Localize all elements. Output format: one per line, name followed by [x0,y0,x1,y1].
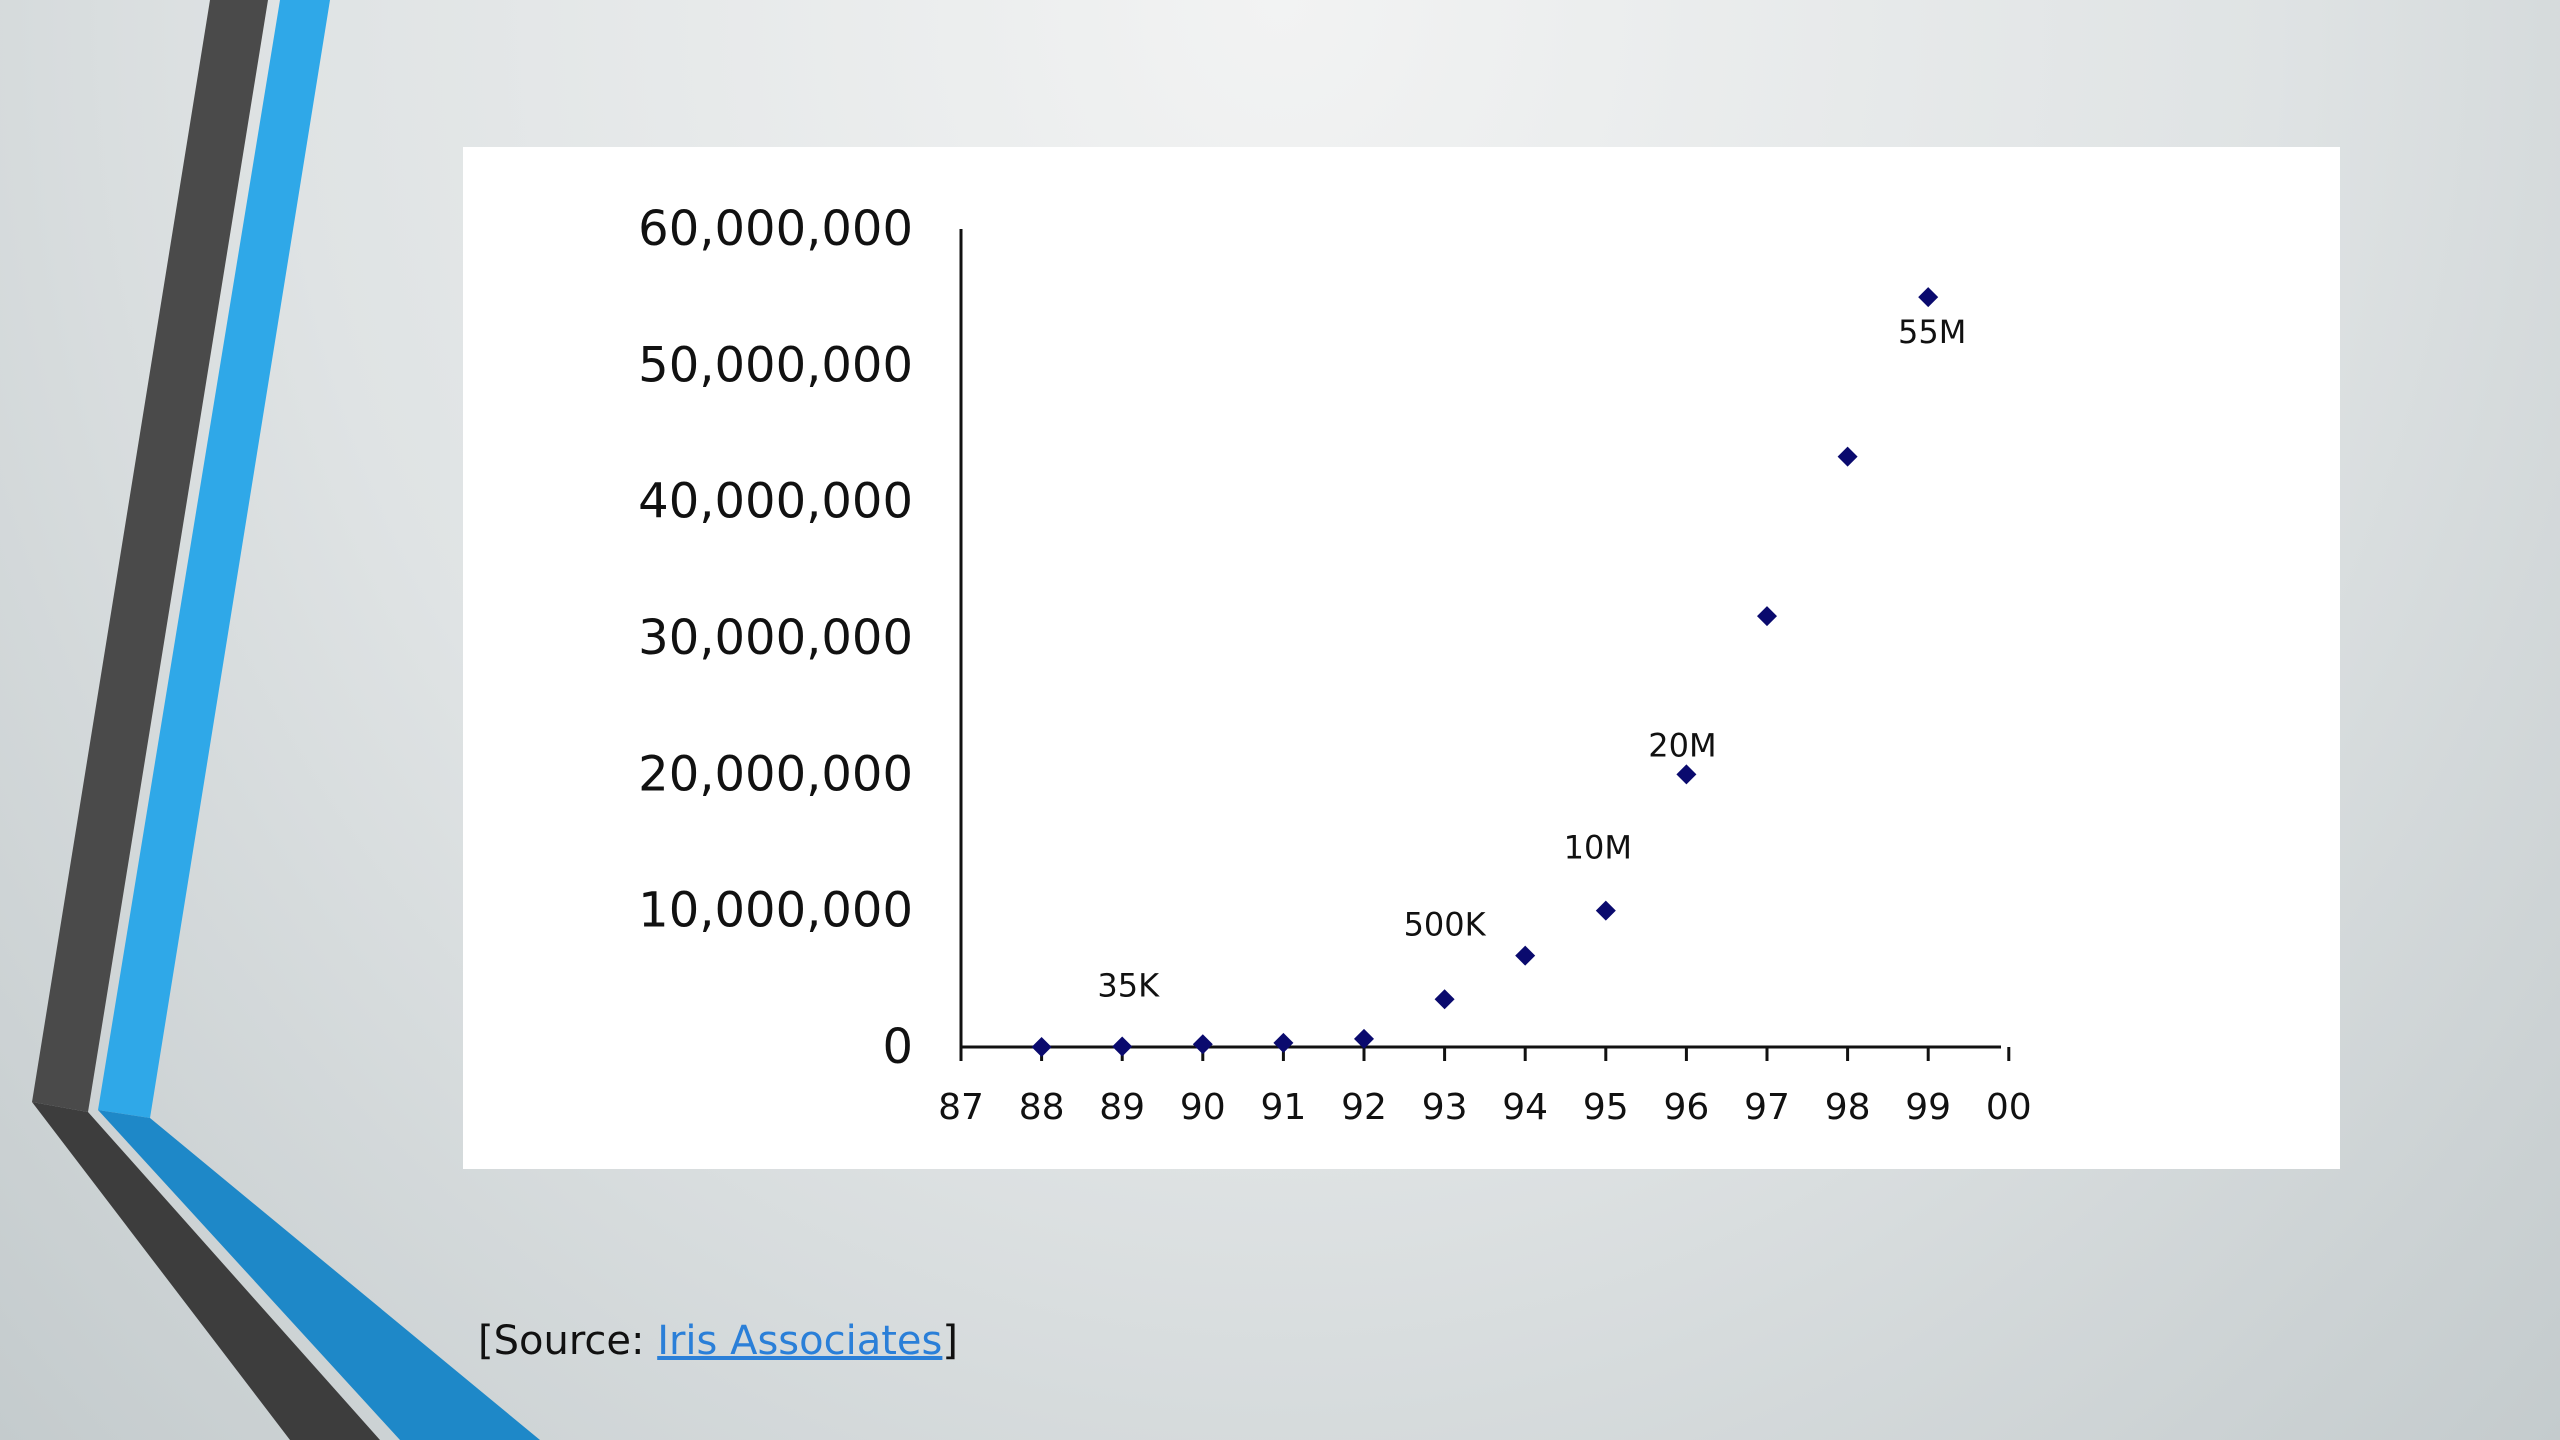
data-point [1434,989,1455,1010]
y-tick-label: 60,000,000 [638,201,913,257]
y-tick-label: 10,000,000 [638,883,913,939]
source-prefix: [Source: [478,1318,658,1364]
data-label: 10M [1564,829,1632,867]
data-point [1515,945,1536,966]
x-tick-label: 95 [1583,1087,1629,1128]
source-link[interactable]: Iris Associates [657,1318,943,1364]
x-tick-label: 92 [1341,1087,1387,1128]
x-tick-labels: 87 88 89 90 91 92 93 94 95 96 97 98 99 00 [938,1047,2032,1128]
data-point [1918,287,1939,308]
data-point [1273,1032,1294,1053]
data-point [1595,900,1616,921]
blue-chevron-bottom [98,1110,540,1440]
data-points [1031,287,1939,1057]
data-point [1837,446,1858,467]
y-tick-label: 50,000,000 [638,337,913,393]
x-tick-label: 89 [1099,1087,1145,1128]
source-citation: [Source: Iris Associates] [478,1318,958,1364]
x-tick-label: 00 [1986,1087,2032,1128]
data-label: 20M [1648,726,1716,764]
y-tick-label: 30,000,000 [638,610,913,666]
data-label: 500K [1404,905,1487,943]
data-point [1112,1036,1133,1057]
x-tick-label: 99 [1905,1087,1951,1128]
x-tick-label: 93 [1422,1087,1468,1128]
x-tick-label: 94 [1502,1087,1548,1128]
data-point [1031,1037,1052,1057]
blue-chevron-top [98,0,330,1118]
x-tick-label: 87 [938,1087,984,1128]
source-suffix: ] [942,1318,958,1364]
chart-panel: 0 10,000,000 20,000,000 30,000,000 40,000,00… [463,147,2340,1169]
gray-chevron-top [32,0,268,1112]
y-tick-label: 40,000,000 [638,474,913,530]
gray-chevron-bottom [32,1102,380,1440]
data-point [1354,1028,1374,1049]
scatter-chart: 0 10,000,000 20,000,000 30,000,000 40,000,00… [638,201,2032,1128]
x-tick-label: 97 [1744,1087,1790,1128]
y-tick-label: 20,000,000 [638,746,913,802]
data-point [1192,1034,1213,1055]
x-tick-label: 98 [1825,1087,1871,1128]
data-labels: 35K 500K 10M 20M 55M [1097,313,1966,1004]
data-point [1757,606,1777,627]
data-label: 35K [1097,967,1160,1005]
x-tick-label: 90 [1180,1087,1226,1128]
x-tick-label: 96 [1663,1087,1709,1128]
x-tick-label: 88 [1019,1087,1065,1128]
y-tick-labels: 0 10,000,000 20,000,000 30,000,000 40,000,00… [638,201,913,1075]
data-label: 55M [1898,313,1966,351]
x-tick-label: 91 [1260,1087,1306,1128]
data-point [1676,764,1697,785]
y-tick-label: 0 [882,1019,913,1075]
